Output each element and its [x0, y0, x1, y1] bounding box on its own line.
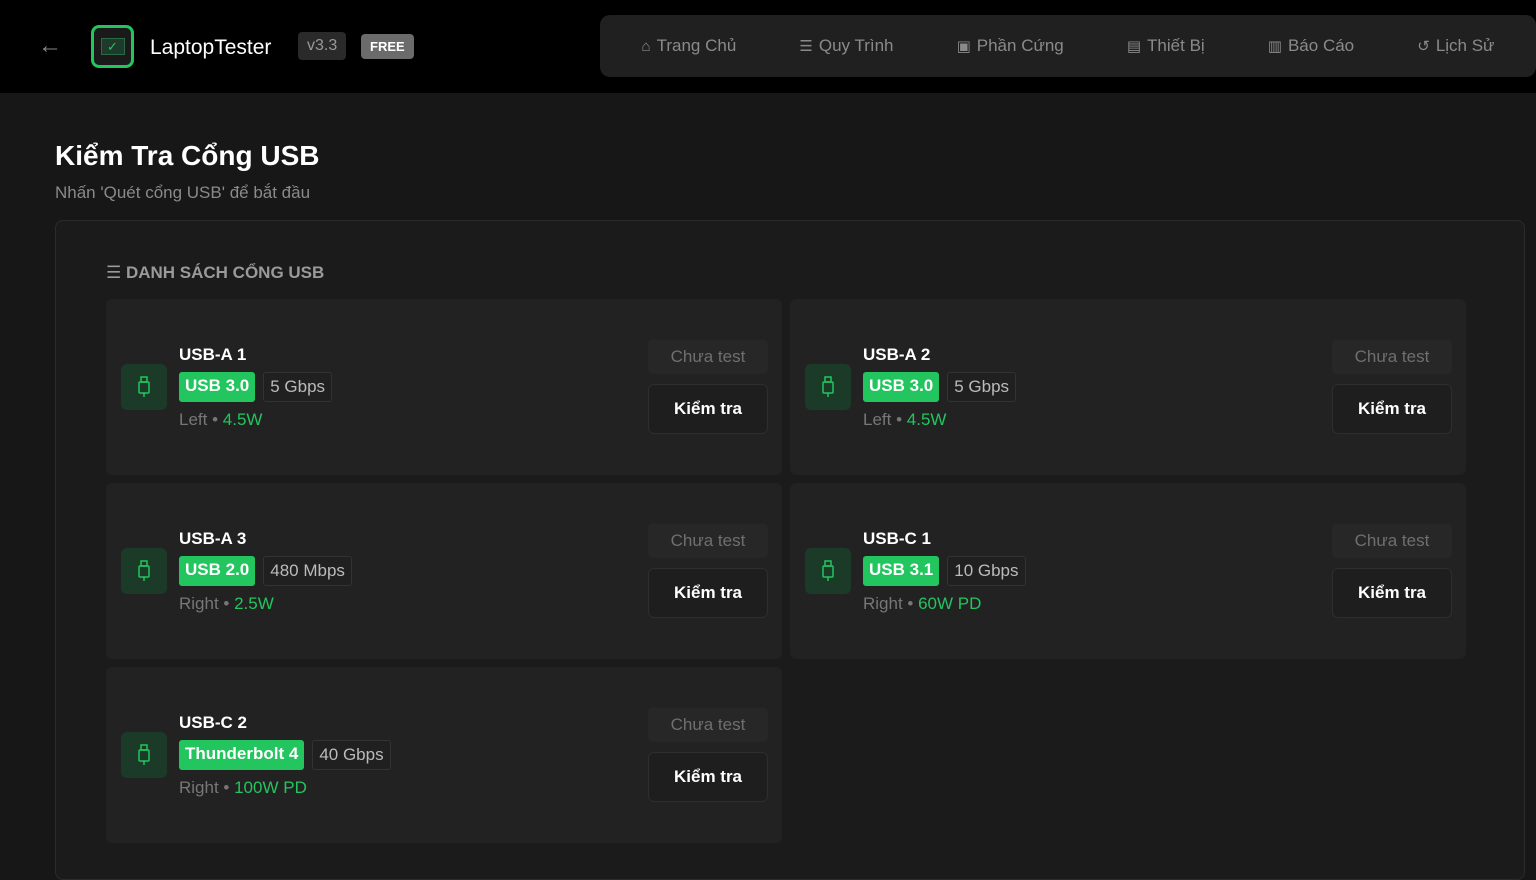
- home-icon: ⌂: [641, 37, 651, 55]
- usb-port-card: USB-A 3 USB 2.0 480 Mbps Right • 2.5W Chư…: [106, 483, 782, 659]
- usb-icon: [805, 364, 851, 410]
- nav-label: Báo Cáo: [1287, 36, 1355, 55]
- nav-label: Thiết Bị: [1147, 36, 1205, 55]
- page-subtitle: Nhấn 'Quét cổng USB' để bắt đầu: [55, 183, 311, 202]
- section-title: ☰ DANH SÁCH CỔNG USB: [106, 263, 325, 282]
- port-type-badge: USB 3.0: [179, 372, 256, 402]
- report-icon: ▥: [1267, 38, 1282, 55]
- port-speed-badge: 10 Gbps: [947, 556, 1026, 586]
- port-side: Left: [863, 410, 892, 429]
- version-badge: v3.3: [298, 32, 347, 60]
- usb-icon: [121, 732, 167, 778]
- port-speed-badge: 5 Gbps: [263, 372, 333, 402]
- test-status-badge: Chưa test: [648, 340, 768, 374]
- port-side: Left: [179, 410, 208, 429]
- port-name: USB-A 3: [179, 529, 247, 548]
- test-status-badge: Chưa test: [1332, 340, 1452, 374]
- devices-icon: ▤: [1126, 38, 1142, 55]
- nav-workflow[interactable]: ☰ Quy Trình: [799, 36, 893, 56]
- page-title: Kiểm Tra Cổng USB: [55, 140, 320, 171]
- app-name: LaptopTester: [150, 36, 272, 59]
- usb-icon: [805, 548, 851, 594]
- nav-label: Trang Chủ: [656, 36, 737, 55]
- port-name: USB-A 2: [863, 345, 931, 364]
- port-power: 4.5W: [906, 410, 947, 429]
- test-port-button[interactable]: Kiểm tra: [648, 752, 768, 802]
- port-name: USB-C 2: [179, 713, 248, 732]
- app-logo: ✓: [91, 25, 134, 68]
- port-type-badge: USB 3.0: [863, 372, 940, 402]
- port-power: 4.5W: [222, 410, 263, 429]
- test-port-button[interactable]: Kiểm tra: [1332, 384, 1452, 434]
- port-type-badge: Thunderbolt 4: [179, 740, 305, 770]
- nav-history[interactable]: ↺ Lịch Sử: [1417, 36, 1494, 56]
- port-power: 2.5W: [234, 594, 274, 613]
- nav-label: Phần Cứng: [976, 36, 1064, 55]
- port-type-badge: USB 3.1: [863, 556, 940, 586]
- port-name: USB-C 1: [863, 529, 932, 548]
- usb-icon: [121, 548, 167, 594]
- usb-port-card: USB-C 2 Thunderbolt 4 40 Gbps Right • 100…: [106, 667, 782, 843]
- nav-label: Quy Trình: [818, 36, 894, 55]
- test-port-button[interactable]: Kiểm tra: [648, 568, 768, 618]
- test-status-badge: Chưa test: [1332, 524, 1452, 558]
- port-speed-badge: 5 Gbps: [947, 372, 1017, 402]
- test-status-badge: Chưa test: [648, 708, 768, 742]
- port-power: 60W PD: [918, 594, 982, 613]
- test-port-button[interactable]: Kiểm tra: [1332, 568, 1452, 618]
- plan-badge: FREE: [361, 34, 414, 59]
- nav-label: Lịch Sử: [1435, 36, 1495, 55]
- back-arrow-icon[interactable]: ←: [38, 32, 62, 59]
- laptop-check-icon: ✓: [100, 38, 125, 55]
- nav-hardware[interactable]: ▣ Phần Cứng: [957, 36, 1064, 56]
- app-header: ← ✓ LaptopTester v3.3 FREE ⌂ Trang Chủ ☰ Q…: [0, 0, 1536, 93]
- history-icon: ↺: [1417, 38, 1430, 55]
- test-status-badge: Chưa test: [648, 524, 768, 558]
- port-side: Right: [179, 594, 219, 613]
- list-icon: ☰: [799, 38, 813, 55]
- usb-icon: [121, 364, 167, 410]
- port-speed-badge: 480 Mbps: [263, 556, 352, 586]
- port-side: Right: [863, 594, 903, 613]
- nav-report[interactable]: ▥ Báo Cáo: [1268, 36, 1354, 56]
- port-power: 100W PD: [234, 778, 307, 797]
- port-side: Right: [179, 778, 219, 797]
- main-nav: ⌂ Trang Chủ ☰ Quy Trình ▣ Phần Cứng ▤ Thiết …: [600, 15, 1536, 77]
- port-name: USB-A 1: [179, 345, 247, 364]
- port-speed-badge: 40 Gbps: [312, 740, 391, 770]
- test-port-button[interactable]: Kiểm tra: [648, 384, 768, 434]
- port-type-badge: USB 2.0: [179, 556, 256, 586]
- usb-port-card: USB-C 1 USB 3.1 10 Gbps Right • 60W PD Ch…: [790, 483, 1466, 659]
- usb-port-card: USB-A 2 USB 3.0 5 Gbps Left • 4.5W Chưa t…: [790, 299, 1466, 475]
- nav-home[interactable]: ⌂ Trang Chủ: [642, 36, 737, 56]
- nav-devices[interactable]: ▤ Thiết Bị: [1127, 36, 1205, 56]
- usb-port-card: USB-A 1 USB 3.0 5 Gbps Left • 4.5W Chưa t…: [106, 299, 782, 475]
- chip-icon: ▣: [956, 38, 971, 55]
